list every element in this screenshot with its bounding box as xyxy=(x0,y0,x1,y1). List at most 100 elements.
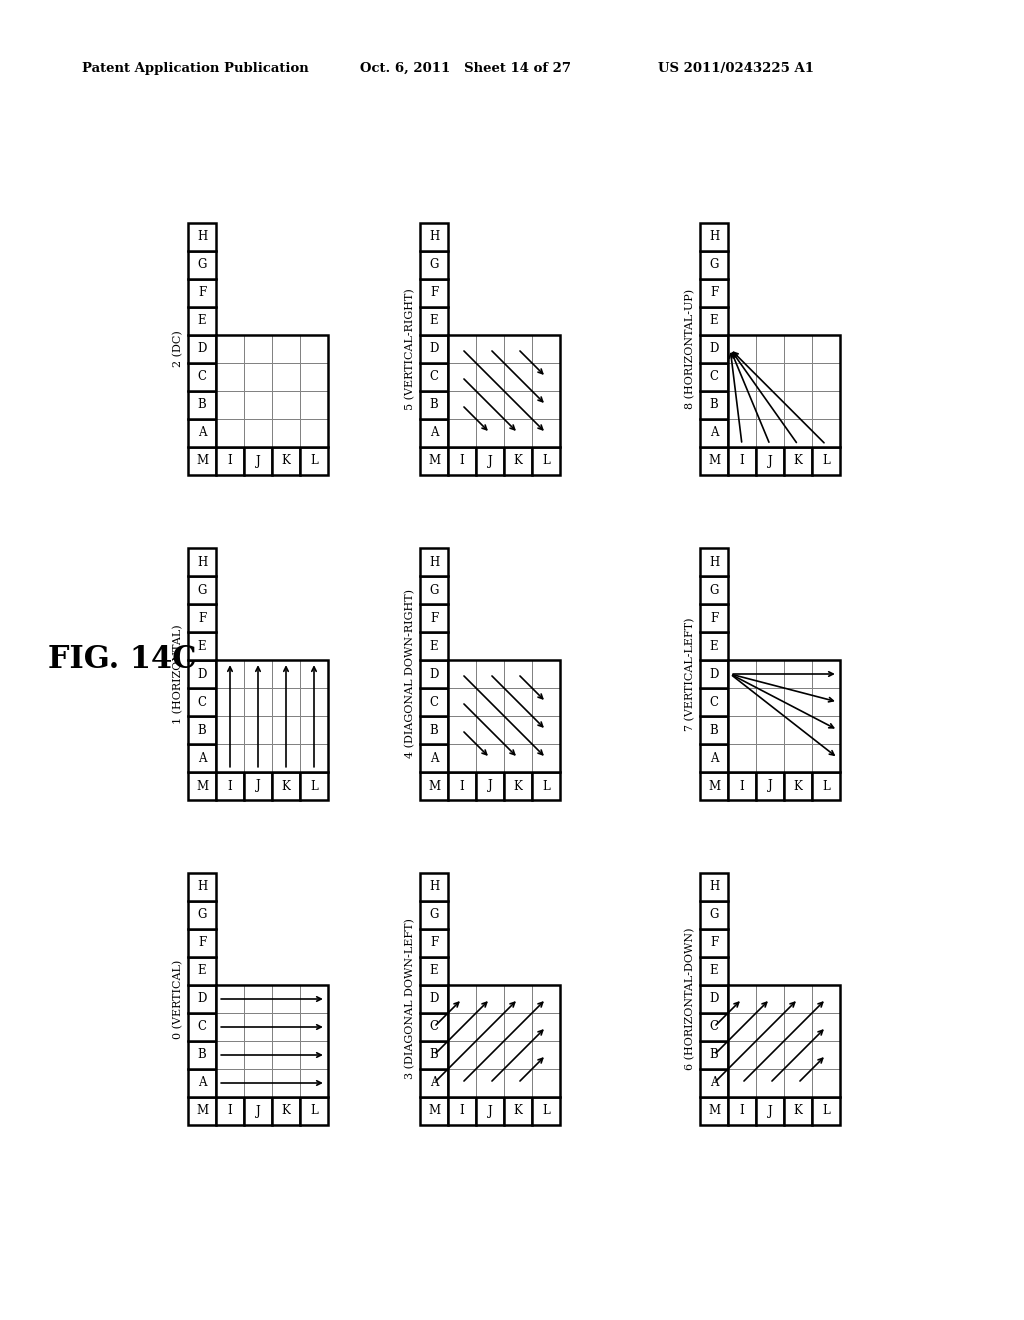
Bar xyxy=(449,391,476,418)
Bar xyxy=(700,251,728,279)
Bar xyxy=(700,902,728,929)
Text: H: H xyxy=(429,556,439,569)
Bar xyxy=(216,660,328,772)
Text: J: J xyxy=(768,780,772,792)
Text: J: J xyxy=(487,454,493,467)
Bar xyxy=(244,1097,272,1125)
Bar xyxy=(812,1041,840,1069)
Bar xyxy=(216,744,244,772)
Text: I: I xyxy=(460,454,464,467)
Bar xyxy=(420,251,449,279)
Bar xyxy=(188,688,216,715)
Bar xyxy=(216,1069,244,1097)
Text: K: K xyxy=(794,454,803,467)
Bar xyxy=(504,391,532,418)
Bar xyxy=(216,985,328,1097)
Text: G: G xyxy=(710,908,719,921)
Bar xyxy=(784,772,812,800)
Bar xyxy=(272,1041,300,1069)
Bar xyxy=(420,391,449,418)
Text: F: F xyxy=(198,936,206,949)
Bar xyxy=(700,715,728,744)
Bar xyxy=(420,308,449,335)
Bar xyxy=(420,576,449,605)
Bar xyxy=(449,363,476,391)
Text: F: F xyxy=(430,611,438,624)
Bar xyxy=(188,605,216,632)
Bar xyxy=(700,1041,728,1069)
Bar xyxy=(532,335,560,363)
Text: J: J xyxy=(487,1105,493,1118)
Text: L: L xyxy=(822,454,829,467)
Text: M: M xyxy=(708,780,720,792)
Bar xyxy=(700,660,728,688)
Text: E: E xyxy=(430,314,438,327)
Text: 1 (HORIZONTAL): 1 (HORIZONTAL) xyxy=(173,624,183,723)
Bar xyxy=(756,744,784,772)
Bar xyxy=(300,1097,328,1125)
Bar xyxy=(188,223,216,251)
Bar xyxy=(784,660,812,688)
Bar xyxy=(420,660,449,688)
Bar xyxy=(728,985,756,1012)
Bar xyxy=(476,363,504,391)
Text: C: C xyxy=(429,696,438,709)
Bar xyxy=(188,902,216,929)
Text: A: A xyxy=(198,751,206,764)
Bar xyxy=(700,548,728,576)
Bar xyxy=(188,873,216,902)
Text: K: K xyxy=(514,780,522,792)
Bar xyxy=(476,335,504,363)
Bar xyxy=(449,660,560,772)
Text: C: C xyxy=(710,371,719,384)
Bar xyxy=(244,1041,272,1069)
Bar xyxy=(188,715,216,744)
Bar xyxy=(756,1069,784,1097)
Text: H: H xyxy=(197,556,207,569)
Text: E: E xyxy=(430,639,438,652)
Bar xyxy=(272,985,300,1012)
Text: F: F xyxy=(710,611,718,624)
Bar xyxy=(812,744,840,772)
Bar xyxy=(532,1097,560,1125)
Text: 5 (VERTICAL-RIGHT): 5 (VERTICAL-RIGHT) xyxy=(404,288,415,411)
Bar xyxy=(420,1097,449,1125)
Bar xyxy=(700,985,728,1012)
Bar xyxy=(700,688,728,715)
Bar xyxy=(728,715,756,744)
Text: D: D xyxy=(198,668,207,681)
Text: L: L xyxy=(310,454,317,467)
Text: 4 (DIAGONAL DOWN-RIGHT): 4 (DIAGONAL DOWN-RIGHT) xyxy=(404,590,415,759)
Bar xyxy=(532,391,560,418)
Bar xyxy=(700,308,728,335)
Bar xyxy=(420,873,449,902)
Bar xyxy=(532,744,560,772)
Bar xyxy=(216,772,244,800)
Bar xyxy=(300,1069,328,1097)
Bar xyxy=(272,335,300,363)
Bar xyxy=(504,1041,532,1069)
Bar xyxy=(188,1041,216,1069)
Bar xyxy=(449,715,476,744)
Bar xyxy=(420,418,449,447)
Text: C: C xyxy=(198,696,207,709)
Text: L: L xyxy=(542,454,550,467)
Bar xyxy=(476,418,504,447)
Bar xyxy=(784,391,812,418)
Bar xyxy=(272,418,300,447)
Text: A: A xyxy=(430,751,438,764)
Bar xyxy=(812,447,840,475)
Text: D: D xyxy=(710,342,719,355)
Bar xyxy=(188,576,216,605)
Text: C: C xyxy=(198,1020,207,1034)
Text: L: L xyxy=(542,780,550,792)
Text: D: D xyxy=(198,993,207,1006)
Text: D: D xyxy=(429,993,438,1006)
Text: J: J xyxy=(768,454,772,467)
Bar xyxy=(532,715,560,744)
Text: B: B xyxy=(198,1048,207,1061)
Text: A: A xyxy=(710,1077,718,1089)
Text: L: L xyxy=(822,1105,829,1118)
Bar xyxy=(244,985,272,1012)
Bar xyxy=(216,688,244,715)
